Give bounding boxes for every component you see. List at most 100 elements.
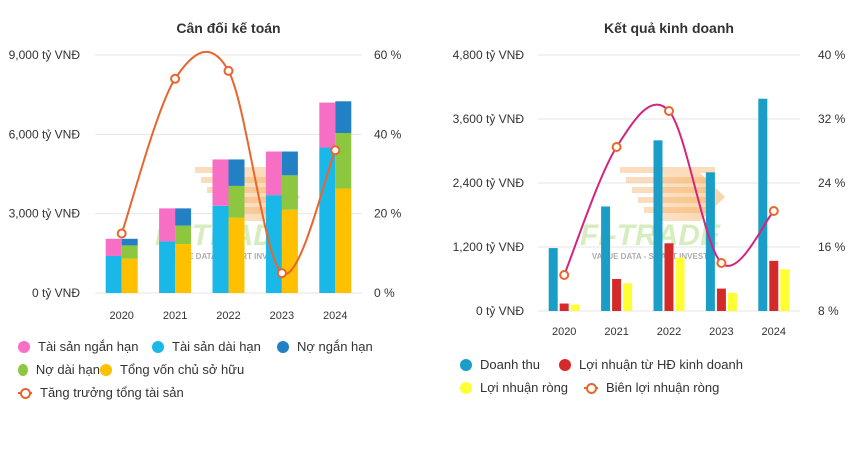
bar: [601, 206, 611, 311]
y2-tick-label: 0 %: [374, 286, 395, 300]
legend-label: Doanh thu: [480, 357, 540, 372]
bar: [623, 283, 633, 311]
legend-label: Nợ ngắn hạn: [297, 339, 373, 354]
y-tick-label: 2,400 tỷ VNĐ: [453, 176, 525, 190]
x-tick-label: 2022: [657, 326, 681, 338]
legend-swatch: [277, 340, 289, 353]
y2-tick-label: 8 %: [818, 304, 839, 318]
legend-label: Tổng vốn chủ sở hữu: [120, 362, 245, 377]
bar-segment: [319, 147, 336, 293]
watermark-tagline: VALUE DATA - SMART INVEST: [592, 252, 708, 261]
bar: [548, 248, 558, 311]
series-line: [120, 50, 337, 276]
legend-label: Biên lợi nhuận ròng: [606, 380, 720, 395]
legend-item-revenue[interactable]: Doanh thu: [460, 357, 559, 372]
bar-segment: [212, 159, 229, 206]
x-tick-label: 2020: [109, 310, 133, 322]
legend-item-net-profit[interactable]: Lợi nhuận ròng: [460, 380, 584, 395]
bar-segment: [281, 151, 298, 176]
bar-segment: [175, 225, 192, 245]
bar-segment: [281, 209, 298, 293]
bar-segment: [265, 151, 282, 196]
legend-label: Lợi nhuận từ HĐ kinh doanh: [579, 357, 743, 372]
bar: [559, 303, 569, 311]
bar: [769, 260, 779, 311]
bar-segment: [121, 245, 138, 259]
bar: [716, 288, 726, 311]
legend-swatch: [559, 358, 571, 371]
bar-segment: [105, 238, 122, 256]
y2-tick-label: 40 %: [374, 127, 402, 141]
legend-label: Tài sản dài hạn: [172, 339, 261, 354]
legend-swatch: [152, 340, 164, 353]
legend-item-long-term-debt[interactable]: Nợ dài hạn: [18, 362, 100, 377]
legend-item-short-term-assets[interactable]: Tài sản ngắn hạn: [18, 339, 152, 354]
y2-tick-label: 20 %: [374, 207, 402, 221]
bar-segment: [121, 258, 138, 293]
legend-swatch: [100, 363, 112, 376]
legend-label: Tăng trưởng tổng tài sản: [40, 385, 184, 400]
bar-segment: [159, 241, 176, 293]
legend-item-short-term-debt[interactable]: Nợ ngắn hạn: [277, 339, 373, 354]
y2-tick-label: 32 %: [818, 112, 846, 126]
x-tick-label: 2024: [762, 326, 786, 338]
x-tick-label: 2024: [323, 310, 347, 322]
legend-item-operating-profit[interactable]: Lợi nhuận từ HĐ kinh doanh: [559, 357, 743, 372]
bar-segment: [121, 238, 138, 246]
line-point: [223, 65, 234, 76]
line-point: [664, 106, 674, 116]
x-tick-label: 2021: [604, 326, 628, 338]
legend-item-total-equity[interactable]: Tổng vốn chủ sở hữu: [100, 362, 244, 377]
bar: [675, 257, 685, 311]
legend-swatch: [18, 340, 30, 353]
watermark-stripe: [620, 167, 715, 173]
business-results-legend: Doanh thu Lợi nhuận từ HĐ kinh doanh Lợi…: [460, 353, 743, 399]
y-tick-label: 9,000 tỷ VNĐ: [9, 48, 81, 62]
business-results-chart: Kết quả kinh doanh 0 tỷ VNĐ 8 % 1,200 tỷ VN…: [453, 20, 846, 338]
balance-sheet-legend: Tài sản ngắn hạn Tài sản dài hạn Nợ ngắn…: [18, 335, 373, 404]
line-point: [559, 270, 570, 280]
bar-segment: [228, 217, 245, 293]
bar-segment: [212, 205, 229, 293]
legend-item-long-term-assets[interactable]: Tài sản dài hạn: [152, 339, 277, 354]
line-point: [116, 228, 127, 239]
legend-label: Nợ dài hạn: [35, 362, 100, 377]
bar-segment: [159, 208, 176, 242]
y-tick-label: 3,600 tỷ VNĐ: [453, 112, 525, 126]
y-tick-label: 0 tỷ VNĐ: [476, 304, 524, 318]
y-tick-label: 1,200 tỷ VNĐ: [453, 240, 525, 254]
y2-tick-label: 60 %: [374, 48, 402, 62]
legend-line-swatch: [18, 387, 32, 399]
bar-segment: [228, 159, 245, 186]
bar-segment: [319, 102, 336, 148]
balance-sheet-chart: Cân đối kế toán 0 tỷ VNĐ 0 % 3,000 tỷ VNĐ 20…: [9, 20, 402, 322]
bar-segment: [265, 195, 282, 293]
bar: [653, 140, 663, 311]
line-point: [330, 145, 341, 156]
bar-segment: [105, 255, 122, 293]
line-point: [716, 258, 727, 268]
x-tick-label: 2022: [216, 310, 240, 322]
legend-swatch: [18, 363, 28, 376]
bar: [780, 269, 790, 311]
bar-segment: [335, 133, 352, 189]
y-tick-label: 4,800 tỷ VNĐ: [453, 48, 525, 62]
legend-item-asset-growth[interactable]: Tăng trưởng tổng tài sản: [18, 385, 184, 400]
legend-swatch: [460, 381, 472, 394]
bar-segment: [175, 208, 192, 226]
x-tick-label: 2021: [163, 310, 187, 322]
y-tick-label: 0 tỷ VNĐ: [32, 286, 80, 300]
chart-title: Kết quả kinh doanh: [604, 20, 734, 36]
y2-tick-label: 24 %: [818, 176, 846, 190]
legend-swatch: [460, 358, 472, 371]
legend-item-net-margin[interactable]: Biên lợi nhuận ròng: [584, 380, 719, 395]
bar-segment: [335, 101, 352, 134]
legend-label: Tài sản ngắn hạn: [38, 339, 139, 354]
bar: [758, 98, 768, 311]
chart-title: Cân đối kế toán: [176, 20, 280, 36]
bar: [664, 243, 674, 311]
line-point: [276, 268, 287, 279]
line-point: [170, 73, 181, 84]
y2-tick-label: 16 %: [818, 240, 846, 254]
